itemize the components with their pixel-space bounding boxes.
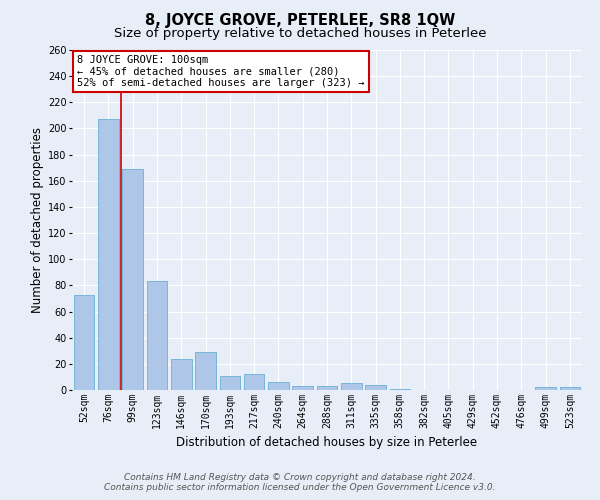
Bar xyxy=(220,376,240,390)
Bar xyxy=(535,388,556,390)
Text: Size of property relative to detached houses in Peterlee: Size of property relative to detached ho… xyxy=(114,28,486,40)
Bar xyxy=(317,386,337,390)
Text: 8, JOYCE GROVE, PETERLEE, SR8 1QW: 8, JOYCE GROVE, PETERLEE, SR8 1QW xyxy=(145,12,455,28)
Bar xyxy=(146,282,167,390)
Bar xyxy=(341,384,362,390)
Bar xyxy=(560,388,580,390)
Bar xyxy=(171,358,191,390)
Bar xyxy=(268,382,289,390)
X-axis label: Distribution of detached houses by size in Peterlee: Distribution of detached houses by size … xyxy=(176,436,478,450)
Text: 8 JOYCE GROVE: 100sqm
← 45% of detached houses are smaller (280)
52% of semi-det: 8 JOYCE GROVE: 100sqm ← 45% of detached … xyxy=(77,55,365,88)
Bar xyxy=(122,169,143,390)
Bar xyxy=(292,386,313,390)
Bar xyxy=(74,294,94,390)
Bar xyxy=(244,374,265,390)
Bar xyxy=(195,352,216,390)
Text: Contains HM Land Registry data © Crown copyright and database right 2024.
Contai: Contains HM Land Registry data © Crown c… xyxy=(104,473,496,492)
Y-axis label: Number of detached properties: Number of detached properties xyxy=(31,127,44,313)
Bar xyxy=(365,385,386,390)
Bar xyxy=(389,388,410,390)
Bar xyxy=(98,120,119,390)
